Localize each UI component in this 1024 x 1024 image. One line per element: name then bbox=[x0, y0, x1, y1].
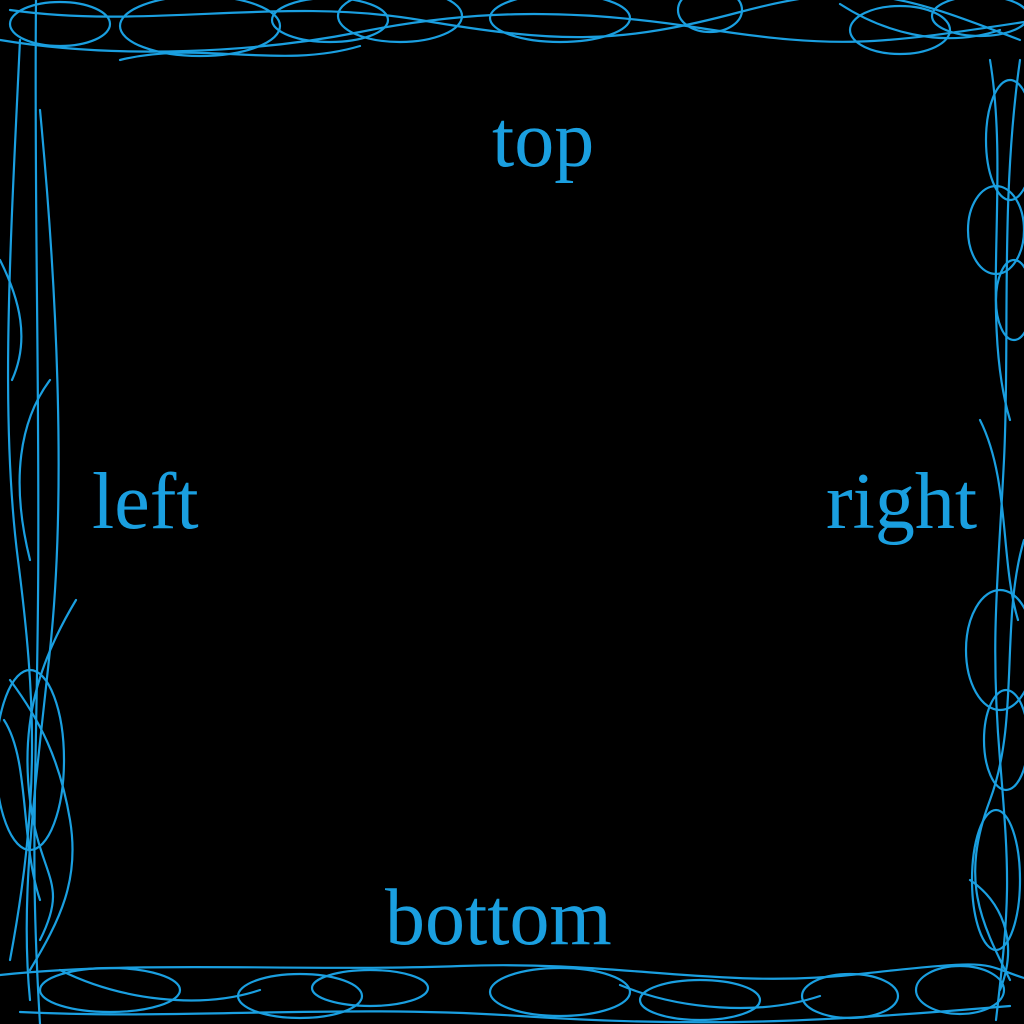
label-left: left bbox=[92, 458, 199, 546]
label-right: right bbox=[826, 458, 978, 546]
scribble-right-edge bbox=[964, 58, 1024, 1022]
label-top: top bbox=[492, 96, 595, 184]
scribble-left-edge bbox=[0, 0, 78, 1024]
scribble-bottom-edge bbox=[0, 963, 1024, 1024]
scribble-top-edge bbox=[0, 0, 1024, 62]
label-bottom: bottom bbox=[385, 874, 612, 962]
